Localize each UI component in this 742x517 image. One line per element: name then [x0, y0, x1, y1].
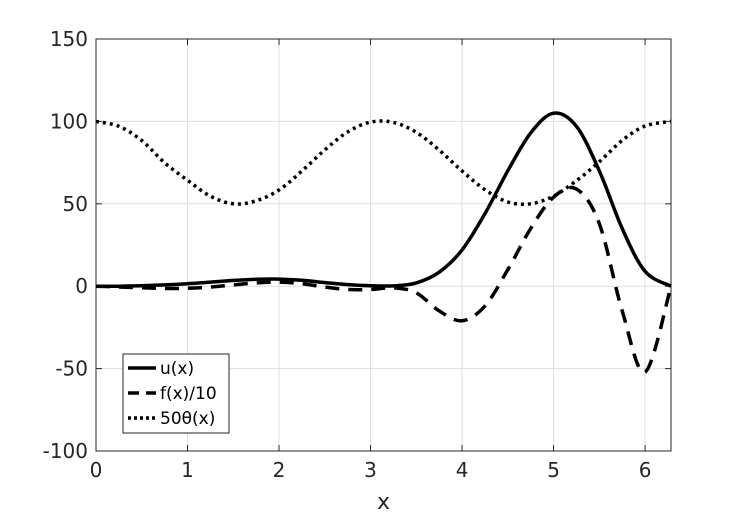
y-tick-label: -50 — [55, 357, 88, 381]
y-tick-label: -100 — [43, 439, 88, 463]
x-tick-label: 2 — [273, 458, 286, 482]
x-tick-label: 0 — [90, 458, 103, 482]
x-axis-label: x — [377, 490, 390, 515]
y-tick-label: 100 — [50, 109, 88, 133]
y-axis: -100 -50 0 50 100 150 — [43, 27, 671, 463]
legend-label: f(x)/10 — [160, 384, 217, 404]
y-tick-label: 0 — [75, 274, 88, 298]
y-tick-label: 50 — [63, 192, 88, 216]
x-tick-label: 5 — [547, 458, 560, 482]
y-tick-label: 150 — [50, 27, 88, 51]
series-line-1 — [95, 185, 673, 374]
x-tick-label: 3 — [364, 458, 377, 482]
plot-frame — [95, 38, 672, 452]
series-line-0 — [95, 111, 672, 288]
x-tick-label: 6 — [639, 458, 652, 482]
legend: u(x) f(x)/10 50θ(x) — [122, 353, 230, 434]
legend-label: u(x) — [160, 359, 194, 379]
series-line-2 — [95, 119, 672, 207]
x-axis: 0 1 2 3 4 5 6 — [90, 39, 652, 482]
x-tick-label: 1 — [181, 458, 194, 482]
x-tick-label: 4 — [456, 458, 469, 482]
legend-label: 50θ(x) — [160, 409, 215, 429]
series-lines — [95, 111, 673, 374]
